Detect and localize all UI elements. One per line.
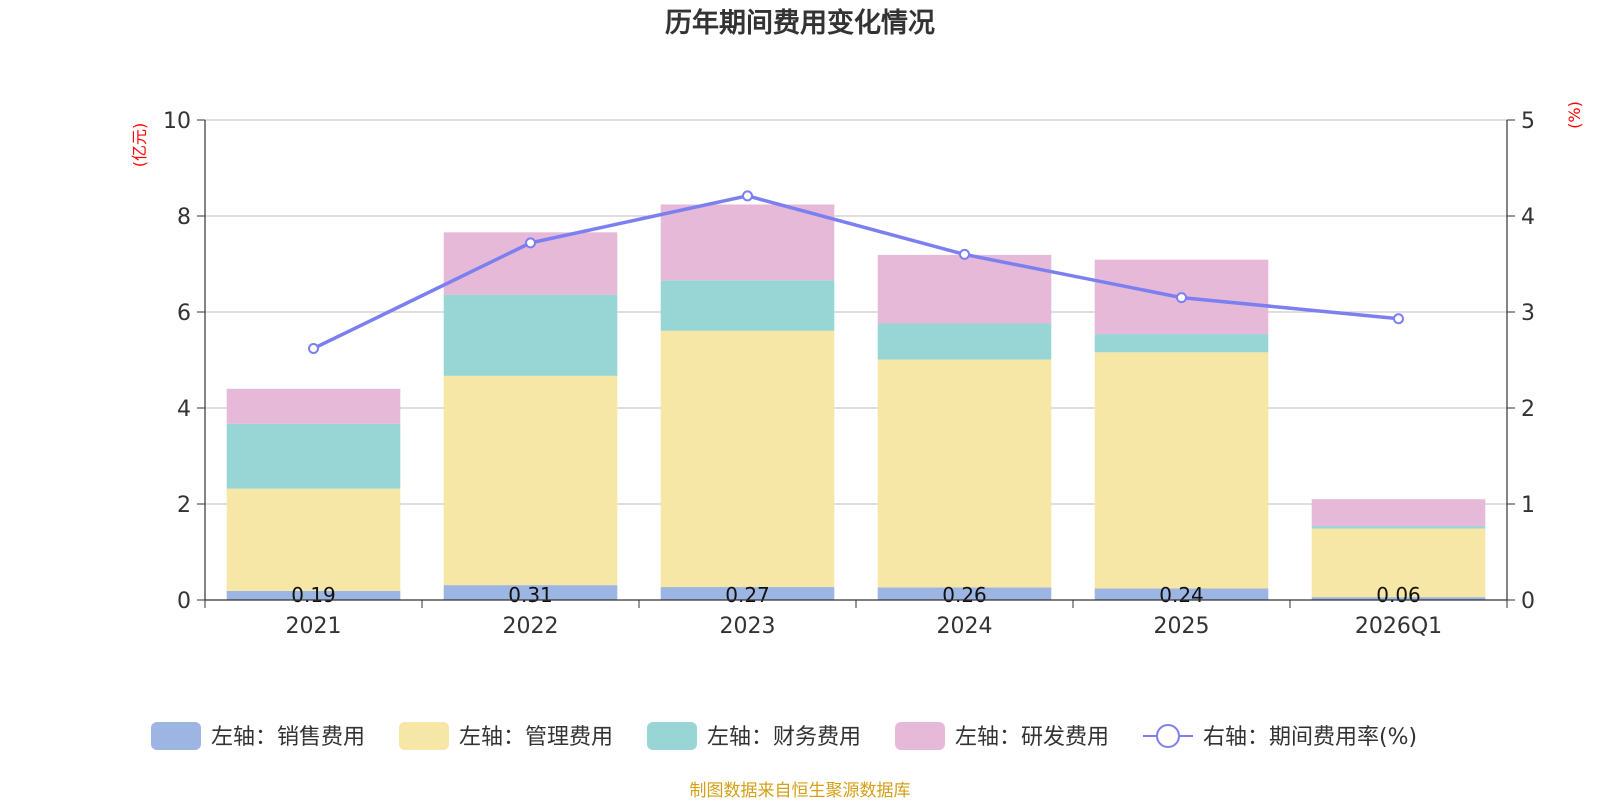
- x-tick-label: 2022: [503, 614, 559, 639]
- bar-segment: [226, 488, 401, 591]
- left-tick-label: 0: [177, 589, 191, 614]
- right-tick-label: 0: [1521, 589, 1535, 614]
- left-tick-label: 8: [177, 205, 191, 230]
- bar-segment: [1311, 528, 1486, 598]
- gridlines: [205, 119, 1507, 505]
- right-tick-label: 2: [1521, 397, 1535, 422]
- left-tick-label: 4: [177, 397, 191, 422]
- bar-segment: [660, 587, 835, 600]
- right-tick-label: 1: [1521, 493, 1535, 518]
- bar-value-label: 0.06: [1376, 583, 1421, 607]
- bar-segment: [226, 590, 401, 600]
- legend-swatch: [647, 722, 697, 750]
- bar-segment: [660, 330, 835, 588]
- legend-label: 左轴：财务费用: [707, 725, 861, 750]
- rate-line-point: [742, 190, 753, 202]
- left-tick-label: 10: [163, 109, 191, 134]
- rate-line-path: [312, 194, 1399, 351]
- x-tick-label: 2026Q1: [1355, 614, 1442, 639]
- rate-line-point: [308, 342, 319, 354]
- bar-value-label: 0.27: [725, 583, 770, 607]
- bar-segment: [1311, 499, 1486, 527]
- rate-line-point: [1176, 292, 1187, 304]
- data-source-note: 制图数据来自恒生聚源数据库: [689, 781, 911, 801]
- bar-segment: [1311, 526, 1486, 529]
- bar-segment: [443, 585, 618, 600]
- bar-value-label: 0.31: [508, 583, 553, 607]
- legend-line-marker: [1156, 724, 1180, 748]
- legend-label: 左轴：销售费用: [211, 725, 365, 750]
- bar-value-label: 0.26: [942, 583, 987, 607]
- rate-line-point: [1393, 313, 1404, 325]
- rate-line: [308, 190, 1404, 354]
- rate-line-point: [959, 248, 970, 260]
- right-tick-label: 3: [1521, 301, 1535, 326]
- legend: 左轴：销售费用 左轴：管理费用 左轴：财务费用 左轴：研发费用 右轴：期间费用率(%): [151, 722, 1417, 750]
- bar-value-label: 0.24: [1159, 583, 1204, 607]
- legend-swatch: [151, 722, 201, 750]
- bar-segment: [660, 204, 835, 281]
- left-axis-unit: (亿元): [130, 123, 149, 168]
- legend-label: 左轴：研发费用: [955, 725, 1109, 750]
- bar-labels: 0.19 0.31 0.27 0.26 0.24 0.06: [291, 583, 1421, 607]
- legend-swatch: [895, 722, 945, 750]
- bar-value-label: 0.19: [291, 583, 336, 607]
- bar-segment: [877, 359, 1052, 588]
- left-tick-label: 2: [177, 493, 191, 518]
- bar-segment: [877, 587, 1052, 600]
- right-tick-label: 4: [1521, 205, 1535, 230]
- bar-segment: [877, 323, 1052, 360]
- legend-label: 右轴：期间费用率(%): [1203, 725, 1417, 750]
- bar-segment: [1311, 597, 1486, 600]
- right-tick-label: 5: [1521, 109, 1535, 134]
- right-axis-unit: (%): [1565, 101, 1584, 129]
- legend-label: 左轴：管理费用: [459, 725, 613, 750]
- x-tick-label: 2021: [286, 614, 342, 639]
- bar-segment: [226, 423, 401, 489]
- bars: [226, 204, 1486, 600]
- x-tick-label: 2023: [720, 614, 776, 639]
- legend-swatch: [399, 722, 449, 750]
- bar-segment: [443, 294, 618, 376]
- axes: 0 2 4 6 8 10 0 1 2 3 4 5 2021 2022 2023 2024 2025 2026Q1: [163, 109, 1535, 639]
- chart-title: 历年期间费用变化情况: [665, 7, 935, 39]
- bar-segment: [226, 388, 401, 424]
- bar-segment: [1094, 334, 1269, 353]
- x-tick-label: 2024: [937, 614, 993, 639]
- left-tick-label: 6: [177, 301, 191, 326]
- bar-segment: [443, 375, 618, 586]
- bar-segment: [1094, 588, 1269, 600]
- bar-segment: [1094, 352, 1269, 589]
- bar-segment: [660, 280, 835, 331]
- rate-line-point: [525, 237, 536, 249]
- x-tick-label: 2025: [1154, 614, 1210, 639]
